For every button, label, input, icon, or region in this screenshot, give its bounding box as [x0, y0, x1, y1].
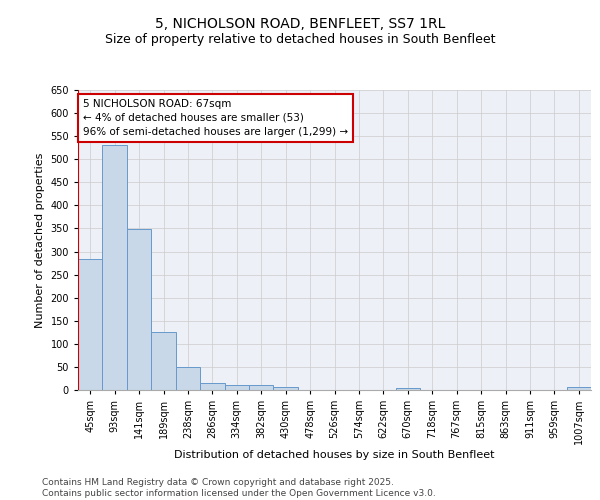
Bar	[176, 367, 200, 390]
Text: 5 NICHOLSON ROAD: 67sqm
← 4% of detached houses are smaller (53)
96% of semi-det: 5 NICHOLSON ROAD: 67sqm ← 4% of detached…	[83, 99, 348, 137]
Y-axis label: Number of detached properties: Number of detached properties	[35, 152, 45, 328]
Text: Contains HM Land Registry data © Crown copyright and database right 2025.
Contai: Contains HM Land Registry data © Crown c…	[42, 478, 436, 498]
Bar	[151, 332, 176, 390]
Bar	[103, 146, 127, 390]
Bar	[274, 387, 298, 390]
Bar	[249, 385, 274, 390]
Bar	[566, 387, 591, 390]
Text: Size of property relative to detached houses in South Benfleet: Size of property relative to detached ho…	[105, 32, 495, 46]
X-axis label: Distribution of detached houses by size in South Benfleet: Distribution of detached houses by size …	[174, 450, 495, 460]
Text: 5, NICHOLSON ROAD, BENFLEET, SS7 1RL: 5, NICHOLSON ROAD, BENFLEET, SS7 1RL	[155, 18, 445, 32]
Bar	[127, 230, 151, 390]
Bar	[395, 388, 420, 390]
Bar	[224, 385, 249, 390]
Bar	[78, 260, 103, 390]
Bar	[200, 382, 224, 390]
